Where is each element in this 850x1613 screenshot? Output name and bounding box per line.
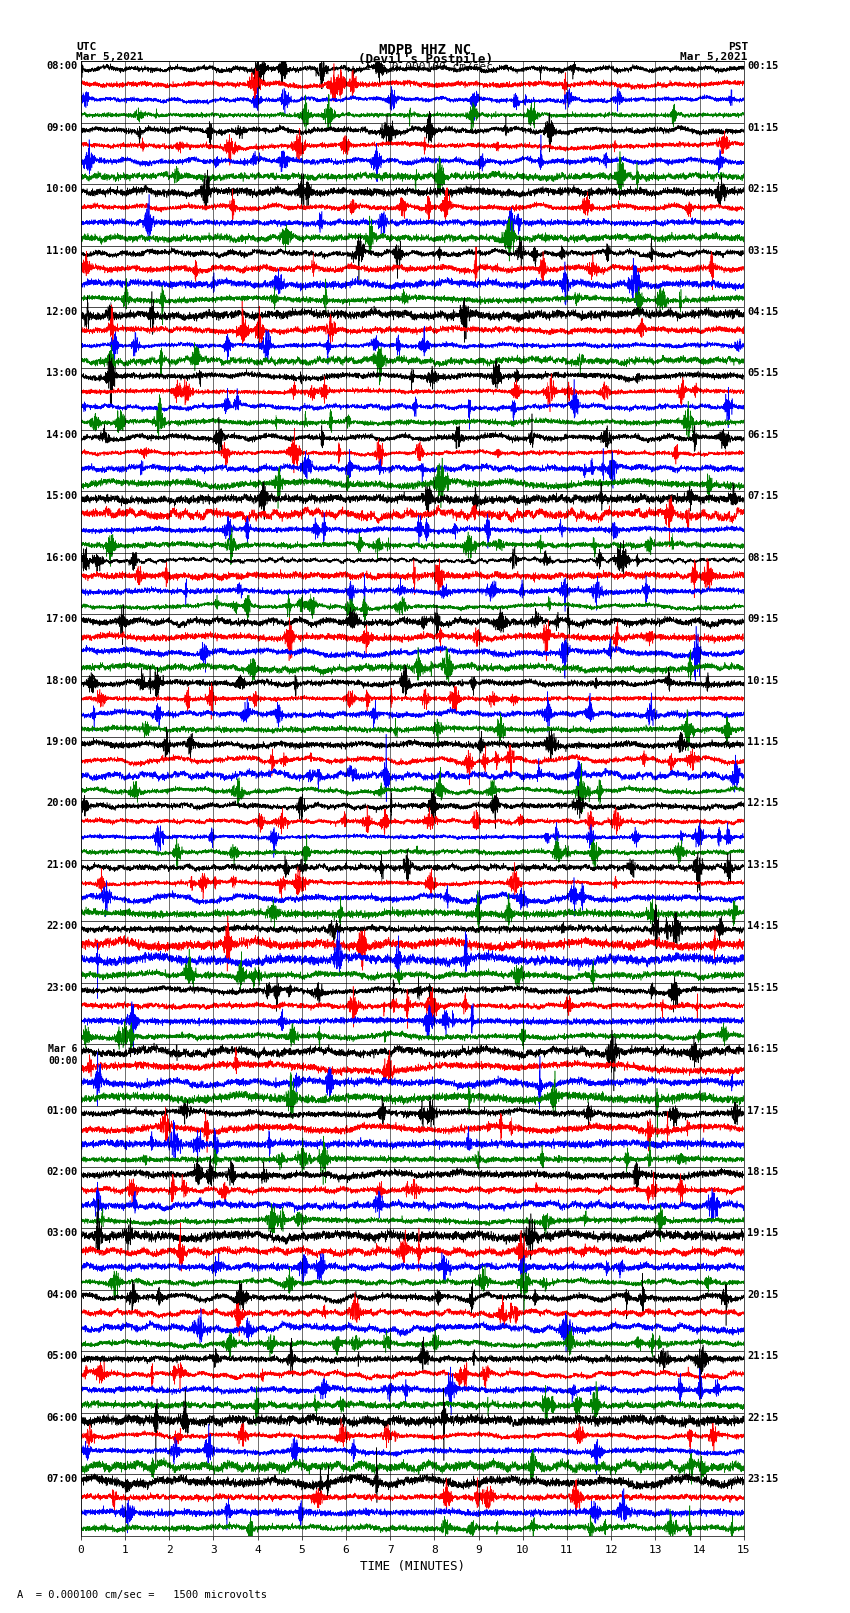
Text: 09:00: 09:00 — [46, 123, 77, 132]
Text: 22:15: 22:15 — [747, 1413, 779, 1423]
Text: 10:00: 10:00 — [46, 184, 77, 194]
Text: 23:15: 23:15 — [747, 1474, 779, 1484]
Text: 11:15: 11:15 — [747, 737, 779, 747]
Text: 00:15: 00:15 — [747, 61, 779, 71]
Text: 13:15: 13:15 — [747, 860, 779, 869]
Text: 18:00: 18:00 — [46, 676, 77, 686]
Text: 23:00: 23:00 — [46, 982, 77, 992]
Text: 04:15: 04:15 — [747, 306, 779, 318]
Text: 12:15: 12:15 — [747, 798, 779, 808]
Text: 19:15: 19:15 — [747, 1229, 779, 1239]
Text: 09:15: 09:15 — [747, 615, 779, 624]
Text: 03:15: 03:15 — [747, 245, 779, 255]
Text: 21:00: 21:00 — [46, 860, 77, 869]
Text: 17:00: 17:00 — [46, 615, 77, 624]
Text: I = 0.000100 cm/sec: I = 0.000100 cm/sec — [358, 63, 492, 73]
Text: Mar 5,2021: Mar 5,2021 — [681, 52, 748, 61]
Text: 07:15: 07:15 — [747, 492, 779, 502]
Text: 02:15: 02:15 — [747, 184, 779, 194]
Text: 06:00: 06:00 — [46, 1413, 77, 1423]
Text: MDPB HHZ NC: MDPB HHZ NC — [379, 44, 471, 56]
X-axis label: TIME (MINUTES): TIME (MINUTES) — [360, 1560, 465, 1573]
Text: Mar 6: Mar 6 — [48, 1044, 77, 1055]
Text: 14:00: 14:00 — [46, 431, 77, 440]
Text: 07:00: 07:00 — [46, 1474, 77, 1484]
Text: 03:00: 03:00 — [46, 1229, 77, 1239]
Text: 05:00: 05:00 — [46, 1352, 77, 1361]
Text: UTC: UTC — [76, 42, 97, 52]
Text: 01:00: 01:00 — [46, 1105, 77, 1116]
Text: 15:00: 15:00 — [46, 492, 77, 502]
Text: 21:15: 21:15 — [747, 1352, 779, 1361]
Text: Mar 5,2021: Mar 5,2021 — [76, 52, 144, 61]
Text: 13:00: 13:00 — [46, 368, 77, 379]
Text: 16:15: 16:15 — [747, 1044, 779, 1055]
Text: 18:15: 18:15 — [747, 1168, 779, 1177]
Text: A  = 0.000100 cm/sec =   1500 microvolts: A = 0.000100 cm/sec = 1500 microvolts — [17, 1590, 267, 1600]
Text: 08:15: 08:15 — [747, 553, 779, 563]
Text: 22:00: 22:00 — [46, 921, 77, 931]
Text: PST: PST — [728, 42, 748, 52]
Text: 11:00: 11:00 — [46, 245, 77, 255]
Text: 10:15: 10:15 — [747, 676, 779, 686]
Text: 04:00: 04:00 — [46, 1290, 77, 1300]
Text: 12:00: 12:00 — [46, 306, 77, 318]
Text: (Devil's Postpile): (Devil's Postpile) — [358, 53, 492, 66]
Text: 00:00: 00:00 — [48, 1057, 77, 1066]
Text: 16:00: 16:00 — [46, 553, 77, 563]
Text: 20:15: 20:15 — [747, 1290, 779, 1300]
Text: 15:15: 15:15 — [747, 982, 779, 992]
Text: 08:00: 08:00 — [46, 61, 77, 71]
Text: 20:00: 20:00 — [46, 798, 77, 808]
Text: 06:15: 06:15 — [747, 431, 779, 440]
Text: 05:15: 05:15 — [747, 368, 779, 379]
Text: 19:00: 19:00 — [46, 737, 77, 747]
Text: 02:00: 02:00 — [46, 1168, 77, 1177]
Text: 17:15: 17:15 — [747, 1105, 779, 1116]
Text: 14:15: 14:15 — [747, 921, 779, 931]
Text: 01:15: 01:15 — [747, 123, 779, 132]
